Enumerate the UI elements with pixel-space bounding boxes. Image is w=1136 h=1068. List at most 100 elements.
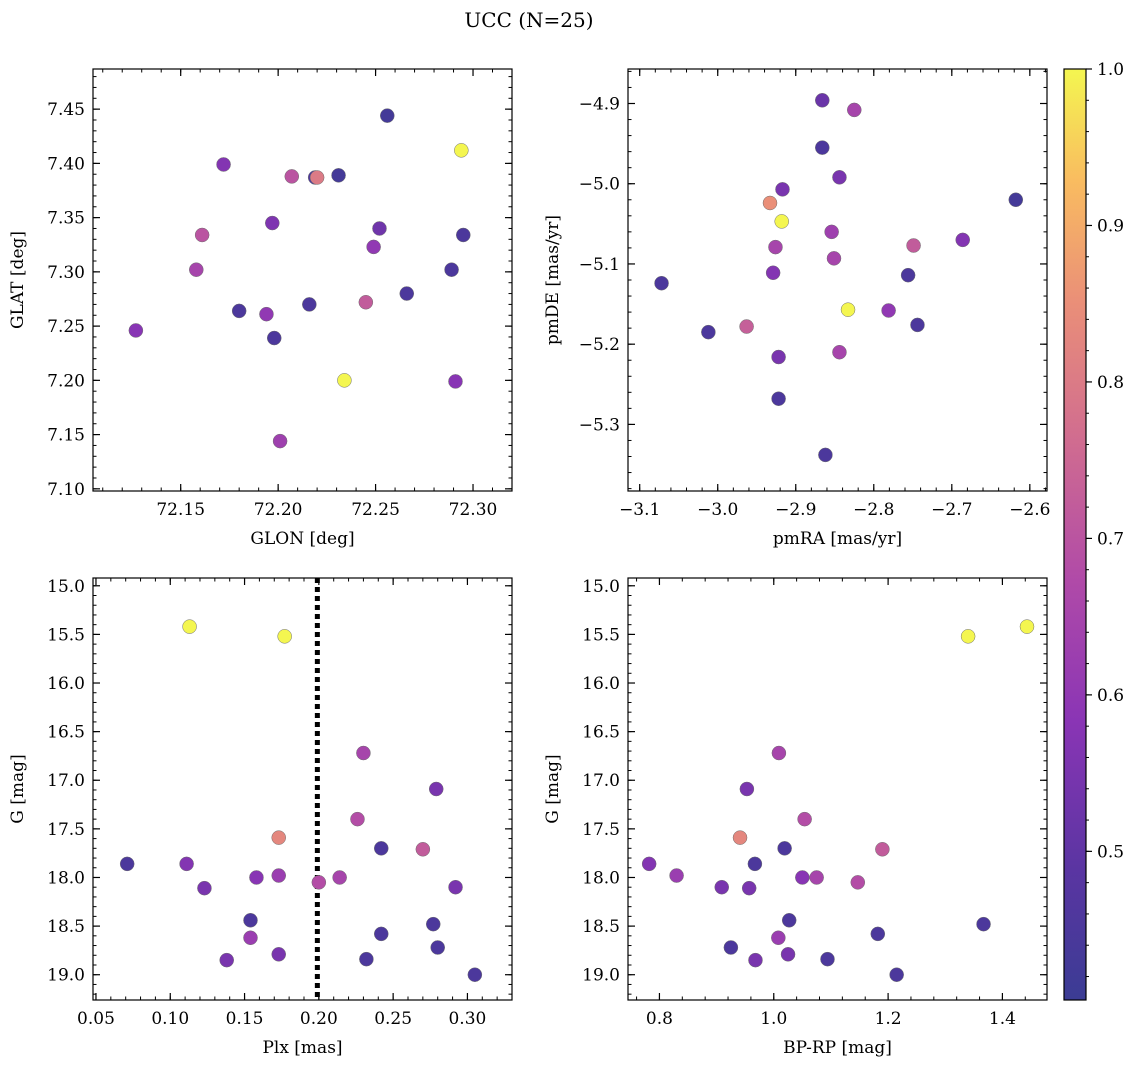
data-point <box>373 926 389 942</box>
y-tick-label: 7.45 <box>47 100 85 120</box>
x-tick-label: 0.20 <box>300 1009 338 1029</box>
data-point <box>881 303 896 318</box>
data-point <box>271 947 286 962</box>
colorbar-tick-label: 0.9 <box>1097 216 1124 236</box>
y-tick-label: 18.0 <box>47 868 85 888</box>
data-point <box>182 619 197 634</box>
data-point <box>373 841 389 856</box>
data-point <box>380 108 395 123</box>
y-tick-label: 7.30 <box>47 263 85 283</box>
data-point <box>430 940 445 955</box>
data-point <box>747 856 763 872</box>
data-point <box>415 842 431 857</box>
data-point <box>739 781 755 797</box>
data-point <box>366 239 381 255</box>
x-tick-label: 72.25 <box>351 500 400 520</box>
y-tick-label: 7.20 <box>47 371 85 391</box>
x-tick-label: 0.25 <box>374 1009 412 1029</box>
data-point <box>194 227 210 243</box>
y-tick-label: 15.5 <box>47 625 85 645</box>
x-tick-label: −2.9 <box>775 500 816 520</box>
data-point <box>826 251 842 266</box>
data-point <box>832 170 847 185</box>
data-point <box>243 930 258 946</box>
x-tick-label: −2.6 <box>1009 500 1050 520</box>
data-point <box>428 781 444 797</box>
data-point <box>809 870 824 885</box>
data-point <box>771 391 786 406</box>
colorbar-tick-label: 0.8 <box>1097 373 1124 393</box>
y-axis-label: GLAT [deg] <box>8 231 28 329</box>
data-point <box>231 303 247 319</box>
data-point <box>1008 192 1024 208</box>
y-tick-label: 7.35 <box>47 209 85 229</box>
x-tick-label: 1.0 <box>760 1009 787 1029</box>
y-tick-label: 17.5 <box>582 820 620 840</box>
data-point <box>840 302 856 317</box>
y-tick-label: 16.0 <box>582 674 620 694</box>
data-point <box>277 629 292 644</box>
data-point <box>815 140 830 155</box>
data-point <box>128 323 144 338</box>
data-point <box>272 433 288 449</box>
x-axis-label: GLON [deg] <box>250 529 354 549</box>
data-point <box>332 870 347 885</box>
x-tick-label: 72.20 <box>254 500 303 520</box>
data-point <box>309 170 325 185</box>
data-point <box>119 856 135 872</box>
data-point <box>448 879 463 895</box>
data-point <box>771 930 786 946</box>
y-axis-label: pmDE [mas/yr] <box>543 215 563 345</box>
x-tick-label: 0.15 <box>226 1009 264 1029</box>
x-tick-label: 72.30 <box>449 500 498 520</box>
data-point <box>870 926 886 942</box>
data-point <box>768 239 783 255</box>
x-axis-label: pmRA [mas/yr] <box>773 529 902 549</box>
y-tick-label: −5.1 <box>579 255 620 275</box>
x-axis-label: Plx [mas] <box>262 1038 342 1058</box>
y-tick-label: 18.0 <box>582 868 620 888</box>
data-point <box>818 447 833 463</box>
data-point <box>714 879 729 895</box>
y-tick-label: −4.9 <box>579 94 620 114</box>
data-point <box>426 916 441 932</box>
data-point <box>669 868 684 883</box>
x-tick-label: 0.10 <box>151 1009 189 1029</box>
x-tick-label: −3.1 <box>619 500 660 520</box>
data-point <box>302 297 317 312</box>
figure-title: UCC (N=25) <box>464 8 593 32</box>
data-point <box>216 157 231 172</box>
data-point <box>1019 619 1035 634</box>
y-tick-label: 17.5 <box>47 820 85 840</box>
data-point <box>265 215 280 231</box>
data-point <box>456 227 471 243</box>
plot-frame <box>627 68 1048 492</box>
data-point <box>771 349 786 365</box>
data-point <box>780 947 796 962</box>
y-tick-label: 16.0 <box>47 674 85 694</box>
data-point <box>900 267 916 283</box>
glon-glat-panel: 72.15 72.20 72.25 72.30 7.10 7.15 7.20 7.25 7.30… <box>8 68 513 549</box>
data-point <box>271 868 286 883</box>
data-point <box>331 168 346 183</box>
colorbar-tick-label: 0.5 <box>1097 842 1124 862</box>
data-point <box>444 262 459 277</box>
colorbar: 0.5 0.6 0.7 0.8 0.9 1.0 <box>1063 60 1124 1001</box>
y-axis-label: G [mag] <box>8 754 28 823</box>
y-tick-label: −5.0 <box>579 175 620 195</box>
data-point <box>266 330 282 346</box>
data-point <box>197 880 212 896</box>
x-tick-label: 1.2 <box>875 1009 902 1029</box>
data-point <box>875 842 890 857</box>
data-point <box>701 324 716 340</box>
y-tick-label: −5.3 <box>579 415 620 435</box>
y-tick-label: 16.5 <box>582 723 620 743</box>
plot-frame <box>627 577 1048 1001</box>
data-point <box>641 856 657 872</box>
y-tick-label: 15.0 <box>47 577 85 597</box>
x-tick-label: 1.4 <box>989 1009 1016 1029</box>
x-tick-label: 0.05 <box>77 1009 115 1029</box>
plot-frame <box>92 68 513 492</box>
data-point <box>356 745 371 761</box>
